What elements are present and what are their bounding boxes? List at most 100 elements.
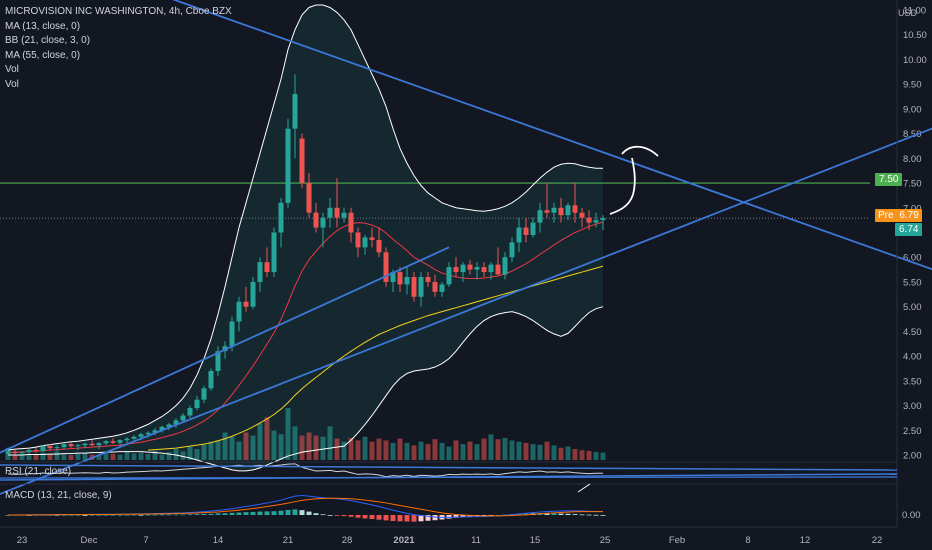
volume-bar [222, 432, 228, 460]
candle-body [152, 430, 158, 433]
trendline [0, 127, 932, 495]
volume-bar [145, 453, 151, 460]
macd-histogram-bar [152, 514, 158, 516]
chart-legend: MICROVISION INC WASHINGTON, 4h, Cboe BZX… [5, 5, 232, 92]
indicator-vol-2[interactable]: Vol [5, 78, 19, 90]
macd-histogram-bar [306, 511, 312, 515]
macd-histogram-bar [187, 514, 193, 516]
macd-histogram-bar [334, 515, 340, 516]
y-tick-label: 10.00 [903, 55, 927, 66]
rsi-trendline [0, 476, 898, 479]
macd-histogram-bar [26, 515, 32, 516]
indicator-ma55[interactable]: MA (55, close, 0) [5, 49, 81, 61]
candle-body [264, 262, 270, 273]
volume-bar [481, 438, 487, 460]
macd-histogram-bar [257, 511, 263, 515]
drawn-arrow-stem [609, 157, 636, 215]
volume-bar [75, 453, 81, 460]
macd-histogram-bar [89, 514, 95, 516]
y-tick-label: 7.00 [903, 203, 922, 214]
volume-bar [439, 442, 445, 460]
x-tick-label: Feb [669, 535, 685, 546]
macd-histogram-bar [390, 515, 396, 521]
volume-bar [404, 442, 410, 460]
macd-histogram-bar [271, 511, 277, 515]
volume-bar [579, 450, 585, 460]
pre-market-badge: Pre 6.79 [875, 209, 922, 222]
rsi-trendline [0, 464, 898, 471]
indicator-vol-1[interactable]: Vol [5, 64, 19, 75]
y-tick-label: 11.00 [903, 5, 926, 16]
x-tick-label: 28 [342, 535, 353, 546]
volume-bar [530, 444, 536, 460]
candle-body [544, 210, 550, 213]
indicator-ma13[interactable]: MA (13, close, 0) [5, 20, 81, 32]
volume-bar [159, 454, 165, 460]
candle-body [432, 281, 438, 292]
macd-histogram-bar [362, 515, 368, 519]
candle-body [229, 321, 235, 347]
y-tick-label: 9.00 [903, 104, 922, 115]
rsi-pane-label[interactable]: RSI (21, close) [5, 466, 72, 477]
indicator-bb[interactable]: BB (21, close, 3, 0) [5, 35, 91, 46]
x-tick-label: 12 [800, 535, 811, 546]
candle-body [82, 443, 88, 446]
candle-body [495, 264, 501, 275]
y-tick-label: 2.00 [903, 451, 922, 462]
candle-body [292, 94, 298, 129]
volume-bar [243, 432, 249, 460]
drawn-arrow-head [621, 145, 659, 157]
volume-bar [446, 446, 452, 460]
volume-bar [362, 436, 368, 460]
candle-body [579, 212, 585, 218]
candle-body [586, 217, 592, 223]
volume-bar [299, 435, 305, 460]
volume-bar [474, 444, 480, 460]
volume-bar [565, 446, 571, 460]
candle-body [516, 227, 522, 243]
volume-bar [54, 451, 60, 460]
volume-bar [453, 440, 459, 460]
symbol-title[interactable]: MICROVISION INC WASHINGTON, 4h, Cboe BZX [5, 6, 232, 17]
volume-bar [103, 452, 109, 460]
level-price-badge: 7.50 [875, 173, 903, 186]
y-tick-label: 2.50 [903, 426, 922, 437]
x-tick-label: 2021 [393, 535, 415, 546]
volume-bar [68, 455, 74, 460]
macd-histogram-bar [460, 515, 466, 517]
macd-histogram-bar [404, 515, 410, 522]
candle-body [180, 415, 186, 421]
macd-histogram-bar [75, 514, 81, 516]
volume-bar [229, 436, 235, 460]
x-tick-label: 14 [213, 535, 224, 546]
x-tick-label: 8 [745, 535, 750, 546]
volume-bar [355, 440, 361, 460]
volume-bar [26, 455, 32, 460]
macd-histogram-bar [194, 514, 200, 515]
volume-bar [124, 451, 130, 460]
volume-bar [271, 430, 277, 460]
candle-body [68, 444, 74, 447]
macd-pane-label[interactable]: MACD (13, 21, close, 9) [5, 490, 112, 501]
candle-body [593, 220, 599, 223]
trendline [0, 246, 450, 454]
candle-body [481, 267, 487, 273]
macd-histogram-bar [558, 513, 564, 515]
candle-body [572, 205, 578, 213]
candle-body [537, 210, 543, 223]
candle-body [600, 218, 606, 221]
macd-histogram-bar [341, 515, 347, 517]
x-tick-label: 21 [283, 535, 294, 546]
macd-histogram-bar [250, 511, 256, 515]
candle-body [138, 434, 144, 437]
volume-bar [600, 452, 606, 460]
volume-bar [467, 441, 473, 460]
macd-histogram-bar [453, 515, 459, 518]
macd-histogram-bar [138, 514, 144, 516]
macd-histogram-bar [278, 510, 284, 515]
volume-bar [285, 408, 291, 460]
candle-body [89, 443, 95, 446]
volume-bar [390, 442, 396, 460]
